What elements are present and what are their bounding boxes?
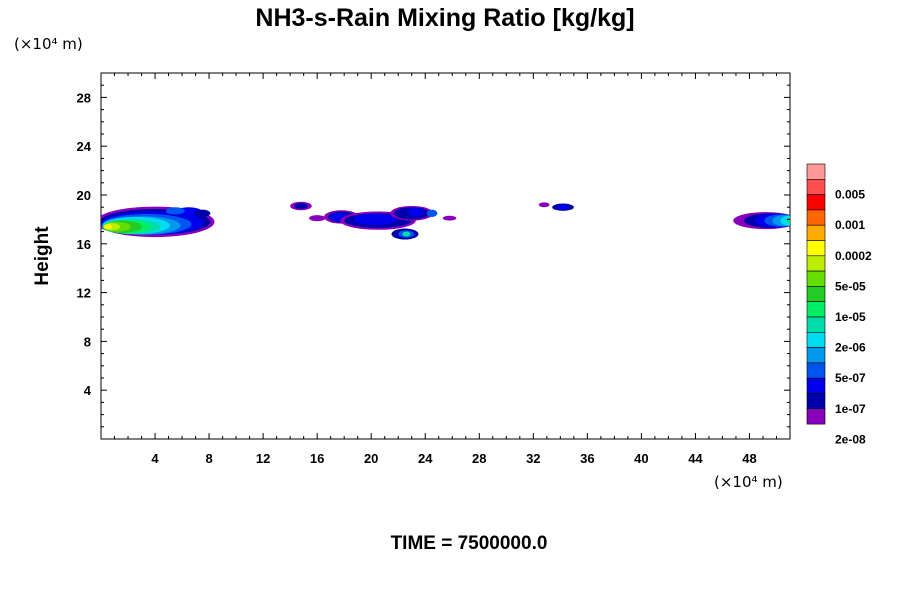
colorbar-swatch (806, 224, 826, 241)
colorbar (806, 163, 826, 425)
contour-fill (538, 202, 550, 208)
colorbar-swatch (806, 179, 826, 195)
axis-ticks (101, 73, 790, 439)
contour-fill (194, 209, 211, 217)
colorbar-label: 1e-05 (835, 310, 866, 324)
y-tick-label: 12 (77, 286, 91, 301)
colorbar-swatch (806, 408, 826, 425)
colorbar-swatch (806, 347, 826, 364)
colorbar-swatch (806, 255, 826, 272)
x-tick-label: 20 (364, 451, 378, 466)
colorbar-label: 0.0002 (835, 249, 872, 263)
colorbar-swatch (806, 163, 826, 180)
colorbar-swatch (806, 270, 826, 287)
colorbar-labels: 0.005 0.001 0.0002 5e-05 1e-05 2e-06 5e-07 1e-0… (835, 188, 872, 447)
contour-fill (309, 215, 326, 222)
colorbar-swatch (806, 316, 826, 333)
contour-fill (165, 207, 185, 215)
x-tick-label: 16 (310, 451, 324, 466)
contour-fill (402, 231, 411, 237)
time-label: TIME = 7500000.0 (391, 533, 548, 554)
x-tick-label: 40 (634, 451, 648, 466)
y-tick-label: 4 (84, 383, 92, 398)
colorbar-label: 2e-08 (835, 432, 866, 446)
plot-frame (100, 72, 791, 440)
x-tick-labels: 4 8 12 16 20 24 28 32 36 40 44 48 (151, 451, 756, 466)
colorbar-swatch (806, 362, 826, 379)
y-tick-label: 16 (77, 237, 91, 252)
chart-title: NH3-s-Rain Mixing Ratio [kg/kg] (255, 4, 634, 32)
colorbar-swatch (806, 286, 826, 302)
contour-fill (407, 207, 424, 217)
x-tick-label: 48 (742, 451, 756, 466)
colorbar-swatch (806, 194, 826, 211)
colorbar-label: 5e-07 (835, 371, 866, 385)
y-tick-label: 28 (77, 90, 91, 105)
colorbar-label: 0.001 (835, 218, 865, 232)
colorbar-label: 0.005 (835, 188, 865, 202)
colorbar-label: 2e-06 (835, 341, 866, 355)
colorbar-swatch (806, 209, 826, 226)
x-tick-label: 44 (688, 451, 703, 466)
contour-fill (442, 215, 457, 221)
contour-fill (426, 209, 438, 217)
y-tick-label: 24 (77, 139, 92, 154)
colorbar-swatch (806, 301, 826, 318)
x-tick-label: 12 (256, 451, 270, 466)
colorbar-label: 1e-07 (835, 402, 866, 416)
contour-fill (294, 202, 308, 210)
x-unit-label: (×10⁴ m) (714, 473, 783, 491)
y-axis-label: Height (32, 226, 53, 286)
contour-fill (353, 213, 397, 225)
colorbar-label: 5e-05 (835, 279, 866, 293)
x-tick-label: 24 (418, 451, 433, 466)
x-tick-label: 4 (151, 451, 159, 466)
x-tick-label: 36 (580, 451, 594, 466)
contour-fill (103, 224, 112, 230)
x-tick-label: 32 (526, 451, 540, 466)
y-tick-label: 8 (84, 334, 91, 349)
data-field (101, 201, 790, 240)
colorbar-swatch (806, 377, 826, 394)
x-tick-label: 28 (472, 451, 486, 466)
contour-fill (785, 217, 790, 225)
y-tick-labels: 4 8 12 16 20 24 28 (77, 90, 92, 398)
x-tick-label: 8 (205, 451, 212, 466)
y-tick-label: 20 (77, 188, 91, 203)
colorbar-swatch (806, 240, 826, 257)
contour-fill (557, 204, 569, 210)
colorbar-swatch (806, 331, 826, 348)
colorbar-swatch (806, 393, 826, 410)
y-unit-label: (×10⁴ m) (14, 35, 83, 53)
